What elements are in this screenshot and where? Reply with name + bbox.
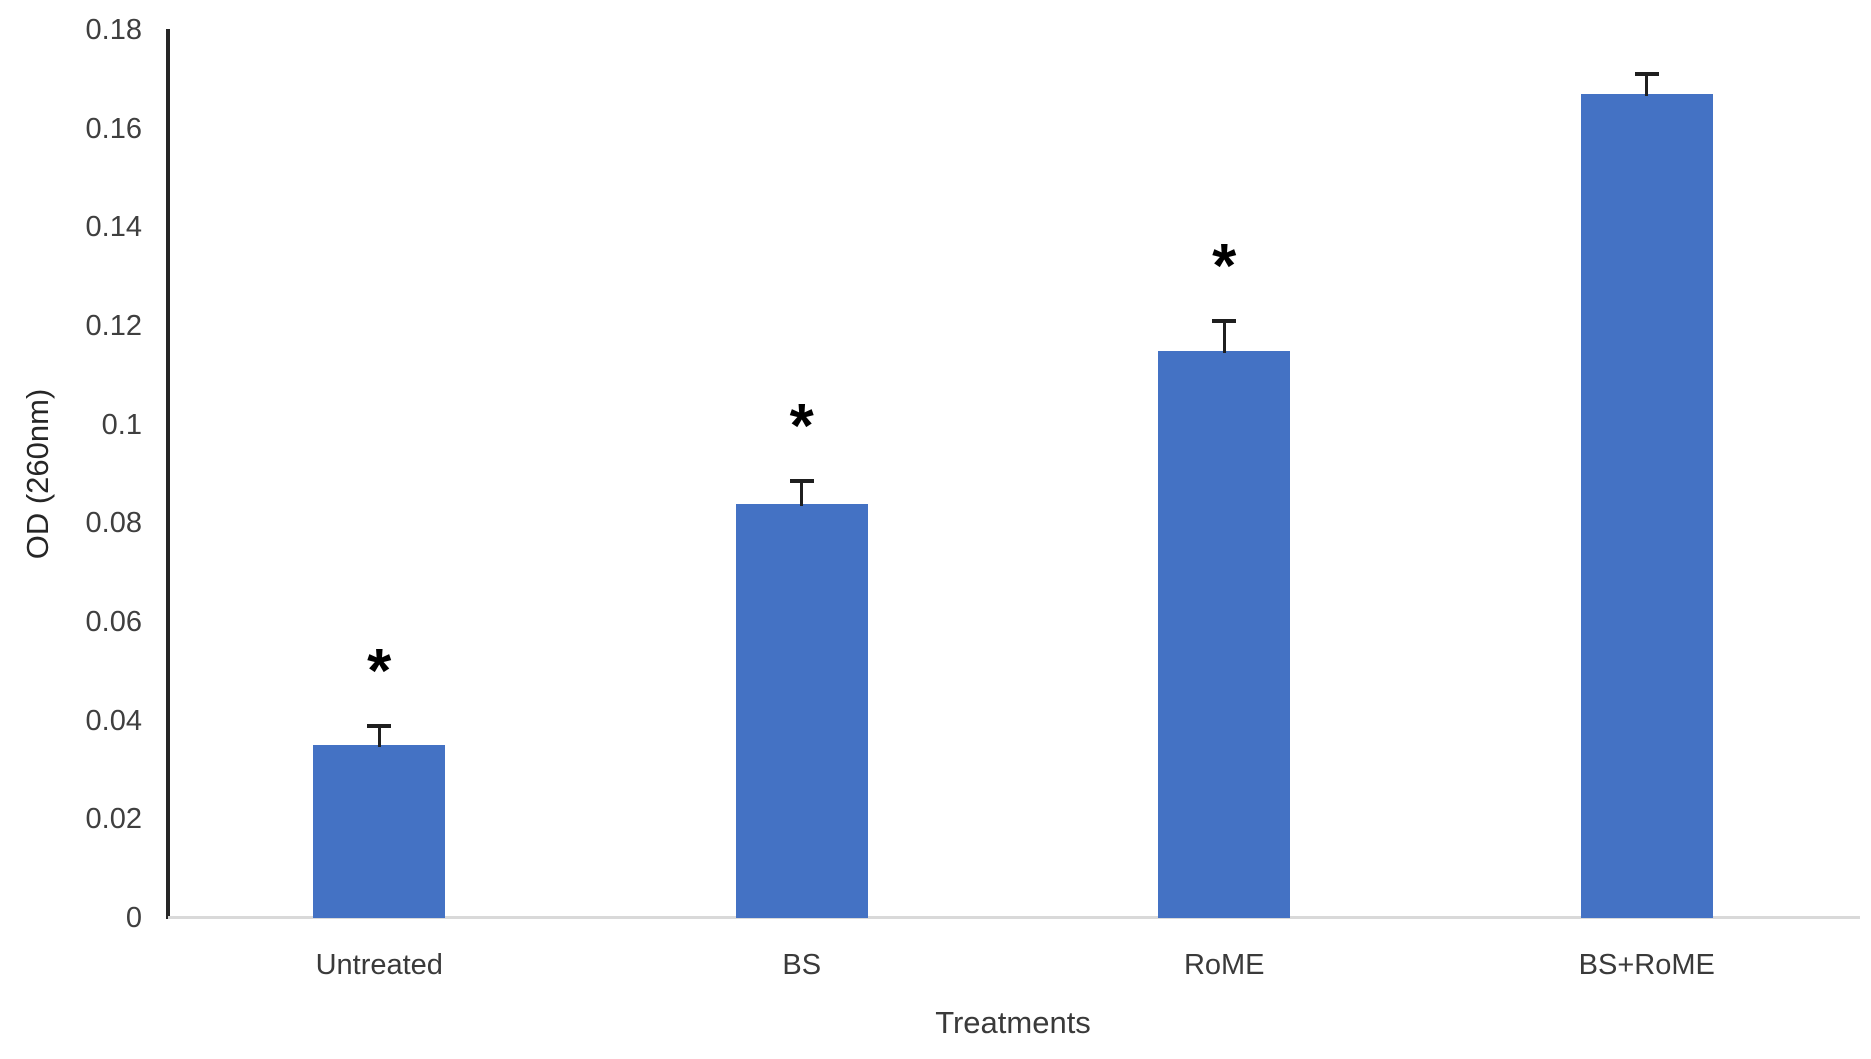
- y-tick-label: 0.16: [85, 112, 142, 145]
- y-tick-label: 0.08: [85, 507, 142, 540]
- significance-asterisk: *: [367, 636, 392, 706]
- y-tick-label: 0: [125, 902, 142, 934]
- y-tick-label: 0.04: [85, 704, 142, 737]
- significance-asterisk: *: [1212, 232, 1237, 302]
- error-bar-stem: [1645, 74, 1649, 97]
- x-tick-label: RoME: [1183, 949, 1265, 981]
- bar-bs-rome: [1580, 94, 1713, 918]
- error-bar-stem: [1222, 321, 1226, 353]
- x-axis-line: [168, 916, 1860, 919]
- y-tick-label: 0.12: [85, 310, 142, 342]
- error-bar-stem: [377, 725, 381, 748]
- bar-bs: [735, 503, 868, 918]
- error-bar-stem: [800, 481, 804, 506]
- y-tick-label: 0.14: [85, 211, 142, 244]
- error-bar-cap: [1634, 72, 1659, 77]
- x-axis-title: Treatments: [935, 1005, 1091, 1040]
- y-axis-line: [166, 29, 170, 919]
- y-tick-label: 0.1: [101, 408, 142, 441]
- x-tick-label: Untreated: [315, 949, 443, 981]
- x-tick-label: BS+RoME: [1578, 949, 1715, 981]
- significance-asterisk: *: [789, 392, 814, 462]
- error-bar-cap: [1212, 319, 1237, 324]
- x-tick-label: BS: [782, 949, 822, 981]
- y-tick-label: 0.18: [85, 14, 142, 46]
- bar-untreated: [313, 745, 446, 918]
- error-bar-cap: [367, 723, 392, 728]
- error-bar-cap: [789, 479, 814, 484]
- bar-rome: [1158, 350, 1291, 918]
- y-tick-label: 0.02: [85, 803, 142, 836]
- y-tick-label: 0.06: [85, 606, 142, 638]
